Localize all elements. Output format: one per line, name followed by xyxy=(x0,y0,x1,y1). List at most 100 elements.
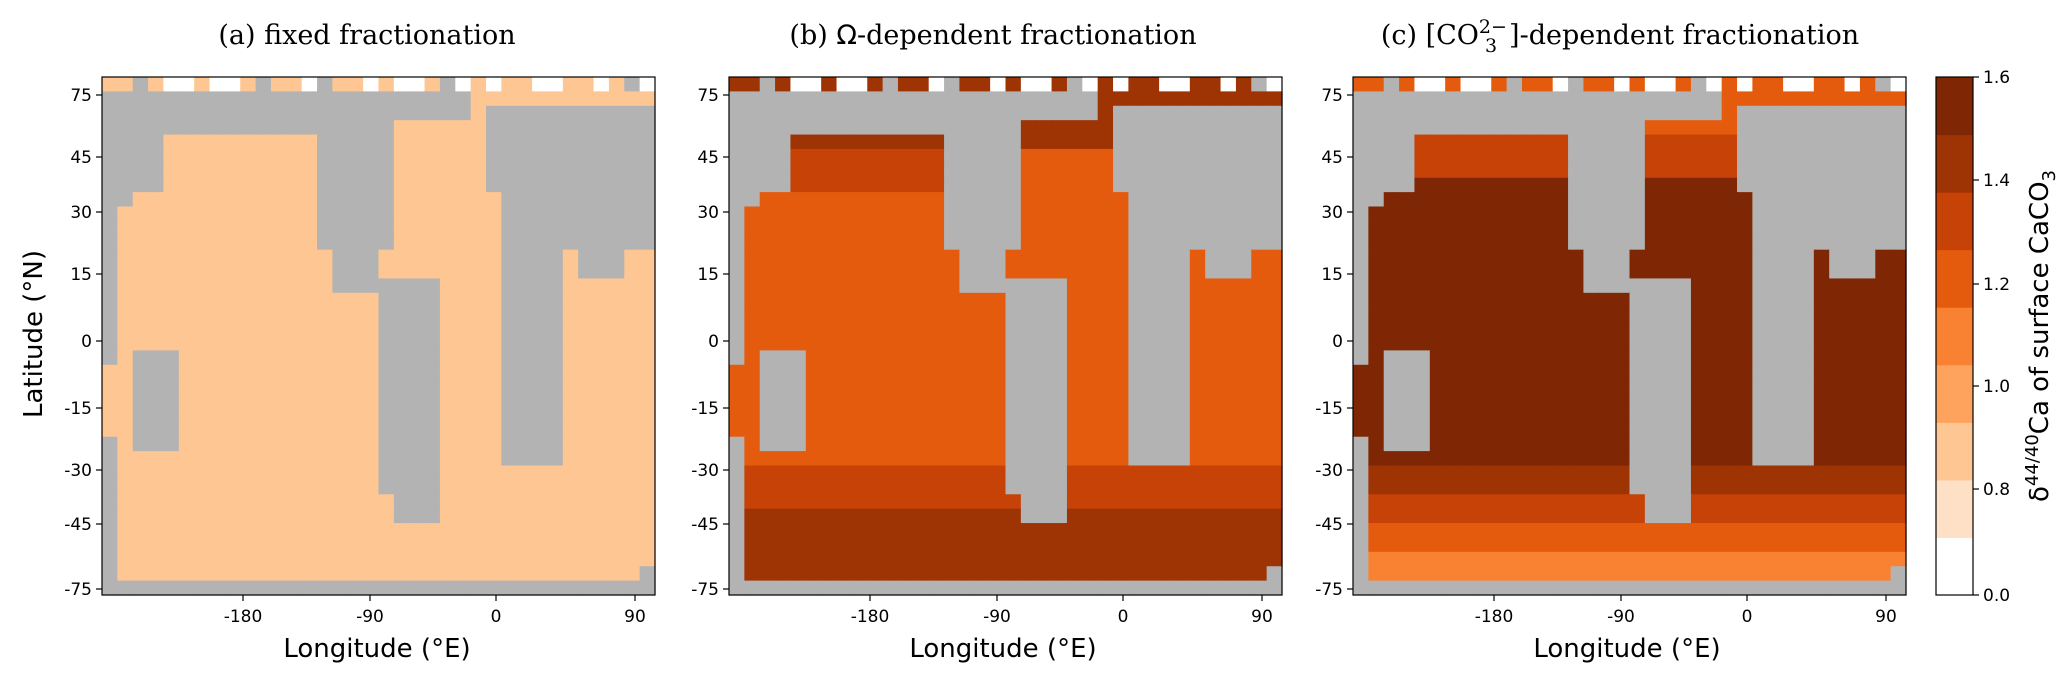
heatmap-cell xyxy=(1097,393,1114,409)
heatmap-cell xyxy=(1383,148,1400,164)
heatmap-cell xyxy=(1798,494,1815,510)
heatmap-cell xyxy=(224,77,241,92)
heatmap-cell xyxy=(470,465,487,481)
heatmap-cell xyxy=(1251,249,1268,265)
heatmap-cell xyxy=(1844,120,1861,136)
heatmap-cell xyxy=(1143,321,1160,337)
heatmap-cell xyxy=(439,336,456,351)
heatmap-cell xyxy=(593,407,610,423)
heatmap-cell xyxy=(1721,379,1738,395)
heatmap-cell xyxy=(194,235,211,251)
heatmap-cell xyxy=(836,163,853,179)
heatmap-cell xyxy=(148,580,165,596)
heatmap-cell xyxy=(1660,393,1677,409)
heatmap-cell xyxy=(317,566,334,582)
heatmap-cell xyxy=(1097,379,1114,395)
x-tick-label: 0 xyxy=(1742,607,1753,627)
heatmap-cell xyxy=(132,566,149,582)
heatmap-cell xyxy=(1521,407,1538,423)
heatmap-cell xyxy=(1143,379,1160,395)
heatmap-cell xyxy=(1737,451,1753,467)
heatmap-cell xyxy=(1251,422,1268,438)
heatmap-cell xyxy=(882,523,899,539)
heatmap-cell xyxy=(851,177,868,193)
heatmap-cell xyxy=(224,235,241,251)
heatmap-cell xyxy=(959,479,976,495)
heatmap-cell xyxy=(1128,523,1145,539)
heatmap-cell xyxy=(1475,393,1492,409)
heatmap-cell xyxy=(1521,220,1538,236)
heatmap-cell xyxy=(332,307,349,323)
heatmap-cell xyxy=(1128,91,1145,107)
heatmap-cell xyxy=(1813,494,1830,510)
heatmap-cell xyxy=(1706,551,1723,567)
heatmap-cell xyxy=(1552,206,1569,222)
heatmap-cell xyxy=(501,436,518,452)
heatmap-cell xyxy=(1583,177,1600,193)
heatmap-cell xyxy=(224,177,241,193)
heatmap-cell xyxy=(1414,508,1431,524)
heatmap-cell xyxy=(1266,120,1283,136)
heatmap-cell xyxy=(132,379,149,395)
heatmap-cell xyxy=(347,120,364,136)
heatmap-cell xyxy=(547,436,564,452)
heatmap-cell xyxy=(593,364,610,380)
heatmap-cell xyxy=(1737,249,1753,265)
heatmap-cell xyxy=(593,91,610,107)
heatmap-cell xyxy=(486,307,502,323)
heatmap-cell xyxy=(148,163,165,179)
heatmap-cell xyxy=(1128,422,1145,438)
heatmap-cell xyxy=(224,523,241,539)
heatmap-cell xyxy=(1521,494,1538,510)
heatmap-cell xyxy=(1783,206,1800,222)
heatmap-cell xyxy=(470,379,487,395)
heatmap-cell xyxy=(775,350,792,366)
heatmap-cell xyxy=(501,192,518,208)
heatmap-cell xyxy=(1251,407,1268,423)
heatmap-cell xyxy=(1383,537,1400,553)
heatmap-cell xyxy=(1235,192,1252,208)
heatmap-cell xyxy=(1220,350,1237,366)
heatmap-cell xyxy=(240,307,257,323)
heatmap-cell xyxy=(1097,479,1114,495)
heatmap-cell xyxy=(1051,451,1068,467)
heatmap-cell xyxy=(1235,393,1252,409)
heatmap-cell xyxy=(1036,350,1053,366)
heatmap-cell xyxy=(1706,220,1723,236)
heatmap-cell xyxy=(393,307,410,323)
heatmap-cell xyxy=(301,192,318,208)
heatmap-cell xyxy=(1143,350,1160,366)
heatmap-cell xyxy=(532,321,549,337)
heatmap-cell xyxy=(928,163,945,179)
heatmap-cell xyxy=(1644,292,1661,308)
heatmap-cell xyxy=(102,278,118,294)
heatmap-cell xyxy=(1614,278,1631,294)
heatmap-cell xyxy=(378,336,395,351)
heatmap-cell xyxy=(516,551,533,567)
heatmap-cell xyxy=(1036,465,1053,481)
heatmap-cell xyxy=(1036,91,1053,107)
heatmap-cell xyxy=(744,494,761,510)
heatmap-cell xyxy=(1721,307,1738,323)
heatmap-cell xyxy=(1368,407,1385,423)
heatmap-cell xyxy=(1128,192,1145,208)
heatmap-cell xyxy=(209,436,226,452)
heatmap-cell xyxy=(1020,192,1037,208)
heatmap-cell xyxy=(117,494,134,510)
heatmap-cell xyxy=(547,451,564,467)
heatmap-cell xyxy=(1829,523,1846,539)
heatmap-cell xyxy=(1174,292,1191,308)
heatmap-cell xyxy=(1721,580,1738,596)
heatmap-cell xyxy=(1675,192,1692,208)
heatmap-cell xyxy=(805,465,822,481)
heatmap-cell xyxy=(928,407,945,423)
heatmap-cell xyxy=(1066,580,1083,596)
heatmap-cell xyxy=(882,321,899,337)
heatmap-cell xyxy=(1813,451,1830,467)
heatmap-cell xyxy=(1097,436,1114,452)
heatmap-cell xyxy=(1644,566,1661,582)
heatmap-cell xyxy=(928,508,945,524)
heatmap-cell xyxy=(409,336,426,351)
heatmap-cell xyxy=(1460,77,1477,92)
heatmap-cell xyxy=(1399,105,1416,121)
